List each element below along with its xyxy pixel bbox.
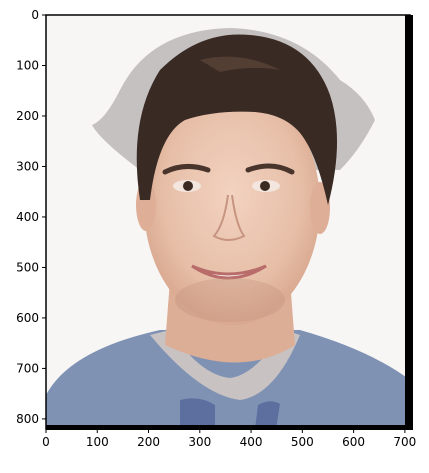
portrait-image xyxy=(46,15,410,429)
x-tick-label: 100 xyxy=(86,435,109,449)
image-edge-right xyxy=(405,15,413,429)
right-eyebrow xyxy=(245,163,295,175)
image-edge-bottom xyxy=(46,425,413,430)
x-tick-label: 400 xyxy=(240,435,263,449)
stubble xyxy=(175,278,285,322)
y-tick-label: 500 xyxy=(16,260,39,274)
y-tick-label: 100 xyxy=(16,58,39,72)
hair-highlight xyxy=(200,56,280,72)
left-eye xyxy=(173,180,201,192)
y-tick-label: 400 xyxy=(16,210,39,224)
y-tick-label: 0 xyxy=(31,8,39,22)
y-tick-label: 800 xyxy=(16,412,39,426)
y-axis: 0 100 200 300 400 500 600 700 800 xyxy=(16,8,46,426)
x-tick-label: 300 xyxy=(188,435,211,449)
y-tick-label: 600 xyxy=(16,311,39,325)
y-tick-label: 700 xyxy=(16,361,39,375)
shirt-dark-patch-2 xyxy=(255,401,280,429)
nose xyxy=(212,194,246,241)
right-eye xyxy=(252,180,280,192)
face xyxy=(144,85,320,325)
left-eyebrow xyxy=(162,164,211,175)
hair xyxy=(136,34,338,205)
x-tick-label: 200 xyxy=(137,435,160,449)
collar xyxy=(150,330,300,400)
x-tick-label: 500 xyxy=(291,435,314,449)
y-tick-label: 200 xyxy=(16,109,39,123)
smile xyxy=(191,264,267,280)
shirt-dark-patch xyxy=(180,398,215,429)
x-tick-label: 700 xyxy=(393,435,416,449)
x-tick-label: 600 xyxy=(342,435,365,449)
x-tick-label: 0 xyxy=(42,435,50,449)
x-axis: 0 100 200 300 400 500 600 700 xyxy=(42,429,416,449)
right-ear xyxy=(310,182,330,234)
y-tick-label: 300 xyxy=(16,159,39,173)
